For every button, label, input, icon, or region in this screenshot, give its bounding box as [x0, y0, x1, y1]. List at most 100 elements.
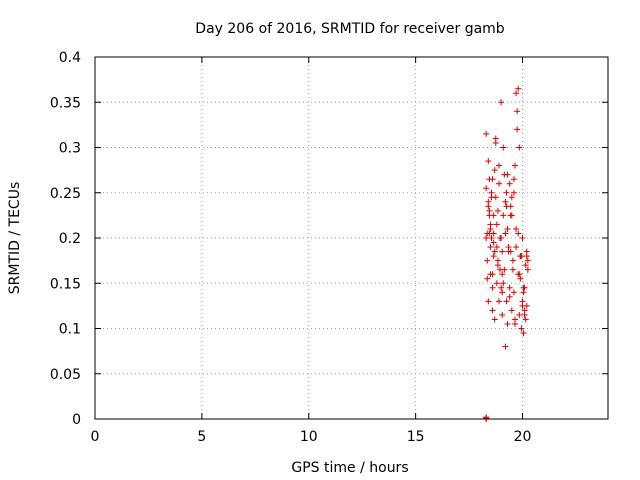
data-point	[502, 198, 509, 205]
data-point	[498, 284, 505, 291]
data-point	[513, 244, 520, 251]
data-point	[503, 298, 510, 305]
data-point	[484, 275, 491, 282]
data-point	[492, 194, 499, 201]
data-point	[517, 253, 524, 260]
data-point	[519, 235, 526, 241]
data-point	[515, 85, 522, 92]
data-point	[519, 302, 526, 309]
y-axis-label: SRMTID / TECUs	[7, 182, 23, 295]
data-point	[483, 185, 490, 192]
data-point	[516, 144, 523, 151]
data-point	[509, 257, 516, 264]
data-point	[512, 316, 519, 323]
data-point	[506, 293, 513, 300]
data-point	[493, 221, 500, 228]
data-point	[522, 316, 529, 323]
data-point	[499, 289, 506, 296]
data-point	[507, 248, 514, 255]
data-point	[502, 230, 509, 237]
data-point	[492, 135, 499, 142]
y-tick-label: 0.35	[50, 95, 81, 111]
data-point	[495, 162, 502, 169]
axis-ticks: 0 5 10 15 20 0 0.05 0.1 0.15 0.2 0.25 0.3 0.35 0.4	[50, 50, 608, 445]
y-tick-label: 0	[72, 412, 81, 428]
data-point	[491, 248, 498, 255]
data-point	[515, 230, 522, 237]
data-point	[523, 248, 530, 255]
grid	[95, 57, 608, 419]
data-point	[513, 225, 520, 232]
data-point	[503, 189, 510, 196]
data-point	[506, 180, 513, 187]
data-point	[509, 266, 516, 273]
data-point	[486, 207, 493, 214]
data-point	[483, 235, 490, 241]
y-tick-label: 0.3	[59, 141, 81, 157]
data-point	[516, 311, 523, 318]
data-point	[510, 289, 517, 296]
data-point	[488, 189, 495, 196]
data-point	[486, 230, 493, 237]
data-point	[510, 176, 517, 183]
data-point	[501, 266, 508, 273]
chart-title: Day 206 of 2016, SRMTID for receiver gam…	[195, 21, 505, 37]
data-point	[514, 126, 521, 133]
data-point	[522, 262, 529, 269]
data-point	[490, 239, 497, 246]
data-point	[502, 343, 509, 350]
data-point	[487, 221, 494, 228]
data-point	[489, 176, 496, 183]
data-point	[500, 212, 507, 219]
y-tick-label: 0.05	[50, 367, 81, 383]
data-point	[491, 316, 498, 323]
data-point	[524, 257, 531, 264]
data-point	[520, 284, 527, 291]
x-tick-label: 20	[514, 429, 532, 445]
data-point	[489, 307, 496, 314]
data-point	[490, 212, 497, 219]
data-point	[495, 298, 502, 305]
data-point	[500, 280, 507, 287]
x-tick-label: 15	[407, 429, 425, 445]
data-point	[516, 271, 523, 278]
data-point	[494, 257, 501, 264]
y-tick-label: 0.1	[59, 322, 81, 338]
data-point	[488, 235, 495, 241]
y-tick-label: 0.4	[59, 50, 81, 66]
data-point	[507, 212, 514, 219]
data-point	[512, 162, 519, 169]
data-point	[493, 280, 500, 287]
data-point	[497, 235, 504, 241]
data-point	[508, 307, 515, 314]
data-point	[504, 171, 511, 178]
data-point	[524, 266, 531, 273]
data-point	[510, 189, 517, 196]
data-point	[506, 284, 513, 291]
data-point	[489, 271, 496, 278]
data-point	[499, 248, 506, 255]
data-point	[485, 298, 492, 305]
x-tick-label: 10	[300, 429, 318, 445]
data-point	[489, 284, 496, 291]
data-point	[484, 257, 491, 264]
data-point	[508, 194, 515, 201]
data-point	[521, 307, 528, 314]
data-point	[520, 330, 527, 337]
data-point	[493, 244, 500, 251]
data-point	[500, 144, 507, 151]
data-point	[504, 225, 511, 232]
data-point	[490, 253, 497, 260]
data-point	[483, 415, 490, 422]
data-point	[494, 207, 501, 214]
data-point	[504, 320, 511, 327]
data-point	[503, 203, 510, 210]
data-point	[499, 271, 506, 278]
y-tick-label: 0.25	[50, 186, 81, 202]
y-tick-label: 0.2	[59, 231, 81, 247]
data-point	[498, 99, 505, 106]
data-points	[483, 85, 531, 422]
data-point	[518, 325, 525, 332]
y-tick-label: 0.15	[50, 276, 81, 292]
